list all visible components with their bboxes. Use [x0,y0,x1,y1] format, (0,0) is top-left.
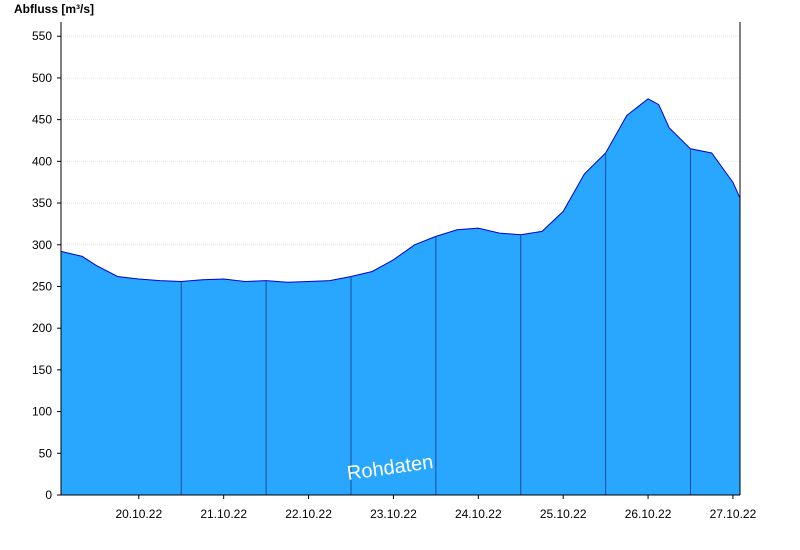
y-tick-label: 250 [32,279,52,293]
y-tick-label: 350 [32,196,52,210]
x-tick-label: 21.10.22 [200,507,247,521]
y-tick-label: 300 [32,238,52,252]
x-tick-label: 26.10.22 [625,507,672,521]
y-ticks: 0 50 100 150 200 250 300 350 400 450 500 550 [32,29,61,502]
discharge-line [60,98,741,283]
y-tick-label: 0 [45,488,52,502]
day-separators [180,148,691,495]
x-tick-label: 23.10.22 [370,507,417,521]
discharge-area-fill [61,98,740,496]
y-tick-label: 100 [32,405,52,419]
x-ticks: 20.10.22 21.10.22 22.10.22 23.10.22 24.10.22… [115,495,757,521]
y-tick-label: 500 [32,71,52,85]
y-axis-title: Abfluss [m³/s] [14,2,94,16]
x-tick-label: 20.10.22 [115,507,162,521]
x-tick-label: 27.10.22 [710,507,757,521]
data-area [60,98,741,496]
y-tick-label: 150 [32,363,52,377]
x-tick-label: 24.10.22 [455,507,502,521]
y-tick-label: 550 [32,29,52,43]
x-tick-label: 22.10.22 [285,507,332,521]
y-tick-label: 50 [39,446,53,460]
y-tick-label: 400 [32,154,52,168]
y-tick-label: 200 [32,321,52,335]
axes [60,22,741,496]
x-tick-label: 25.10.22 [540,507,587,521]
y-tick-label: 450 [32,113,52,127]
